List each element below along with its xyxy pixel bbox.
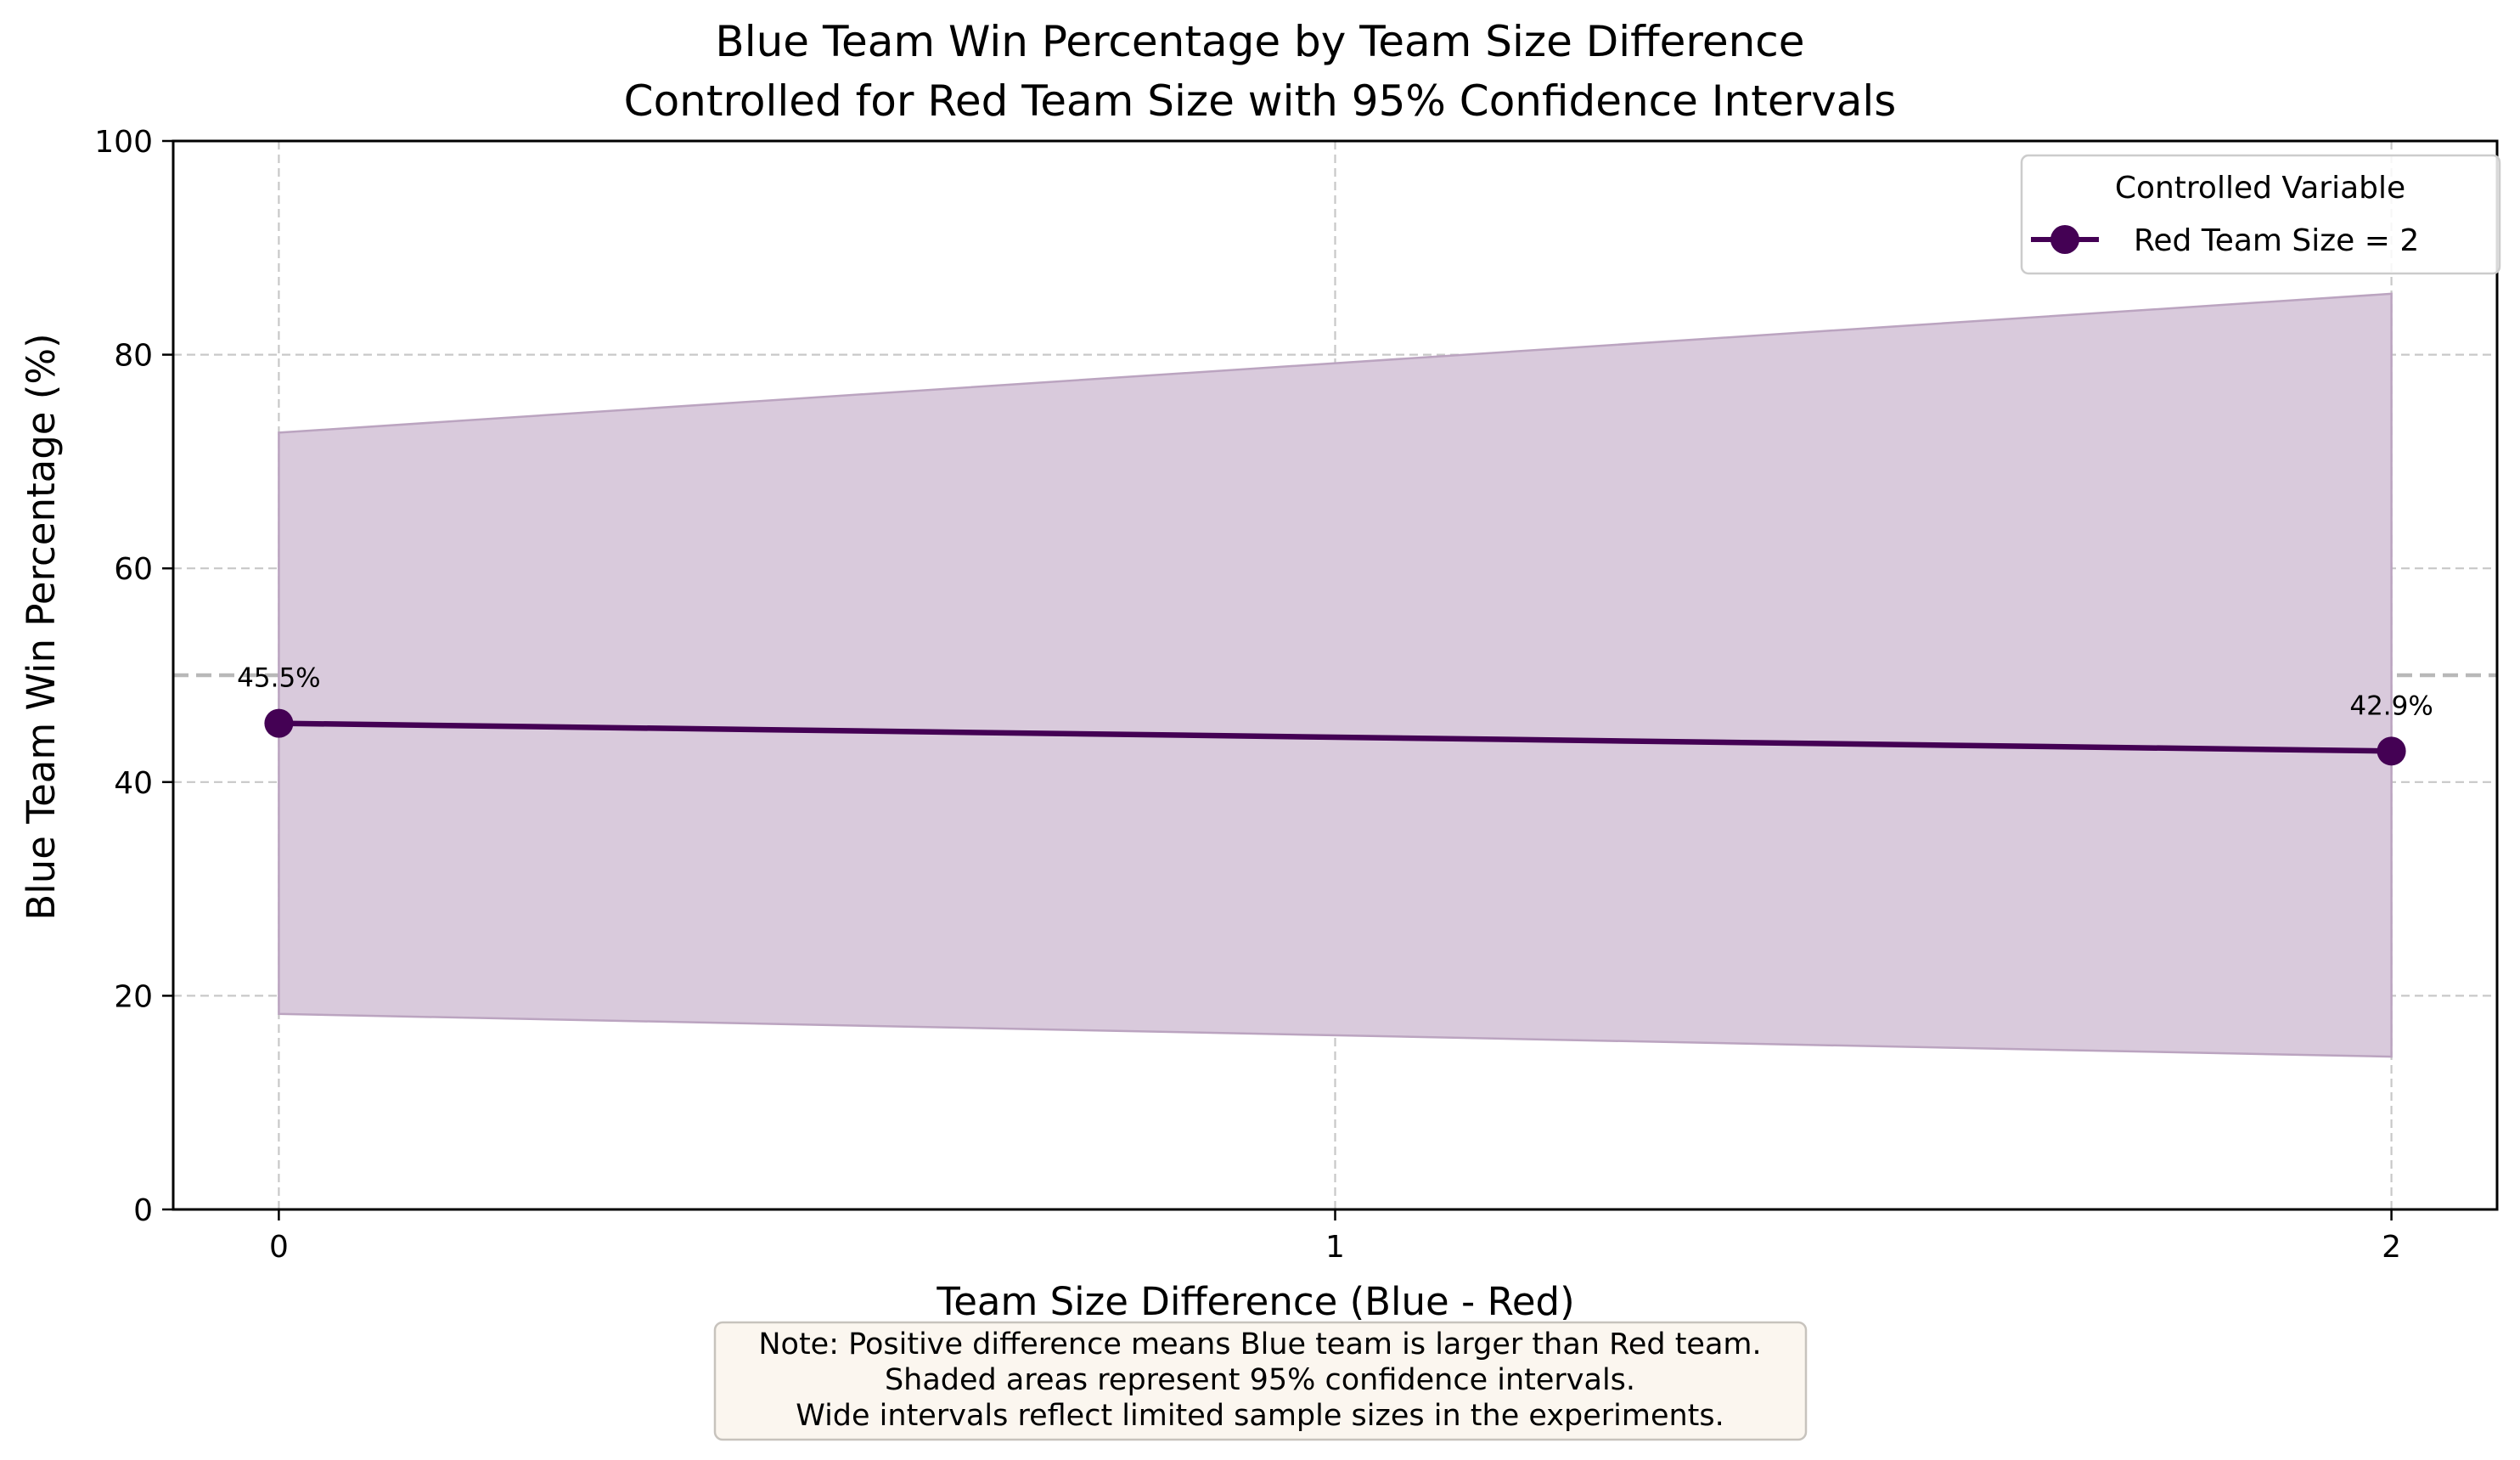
note-frame	[713, 1321, 1808, 1441]
y-tick-label: 80	[114, 339, 153, 374]
x-tick-label: 1	[1325, 1230, 1345, 1265]
y-tick-label: 20	[114, 979, 153, 1014]
chart-title: Blue Team Win Percentage by Team Size Di…	[715, 17, 1804, 66]
y-tick-label: 60	[114, 552, 153, 587]
legend-frame	[2020, 154, 2501, 275]
legend-series-marker	[2050, 225, 2079, 254]
y-axis-label: Blue Team Win Percentage (%)	[19, 333, 64, 920]
legend: Controlled Variable Red Team Size = 2	[2020, 154, 2501, 275]
data-label: 45.5%	[237, 663, 320, 694]
legend-title: Controlled Variable	[2115, 171, 2405, 206]
note-line-3: Wide intervals reflect limited sample si…	[796, 1399, 1724, 1433]
note-line-1: Note: Positive difference means Blue tea…	[758, 1328, 1761, 1361]
x-tick-label: 2	[2382, 1230, 2401, 1265]
y-tick-label: 0	[133, 1193, 153, 1228]
series-line	[276, 720, 2394, 754]
data-point	[264, 708, 294, 738]
note-line-2: Shaded areas represent 95% confidence in…	[885, 1363, 1635, 1397]
note-box: Note: Positive difference means Blue tea…	[713, 1321, 1808, 1441]
x-tick-label: 0	[269, 1230, 289, 1265]
text-layer: Blue Team Win Percentage by Team Size Di…	[19, 17, 1896, 1324]
y-tick-label: 40	[114, 766, 153, 801]
data-point	[2377, 736, 2406, 766]
confidence-band-layer	[278, 292, 2393, 1058]
data-label: 42.9%	[2349, 691, 2433, 721]
x-axis-label: Team Size Difference (Blue - Red)	[936, 1279, 1574, 1324]
confidence-band	[278, 292, 2393, 1058]
legend-series-label: Red Team Size = 2	[2134, 223, 2419, 258]
chart-subtitle: Controlled for Red Team Size with 95% Co…	[624, 76, 1897, 126]
series-layer: 45.5% 42.9%	[237, 663, 2433, 766]
y-tick-label: 100	[94, 125, 153, 160]
